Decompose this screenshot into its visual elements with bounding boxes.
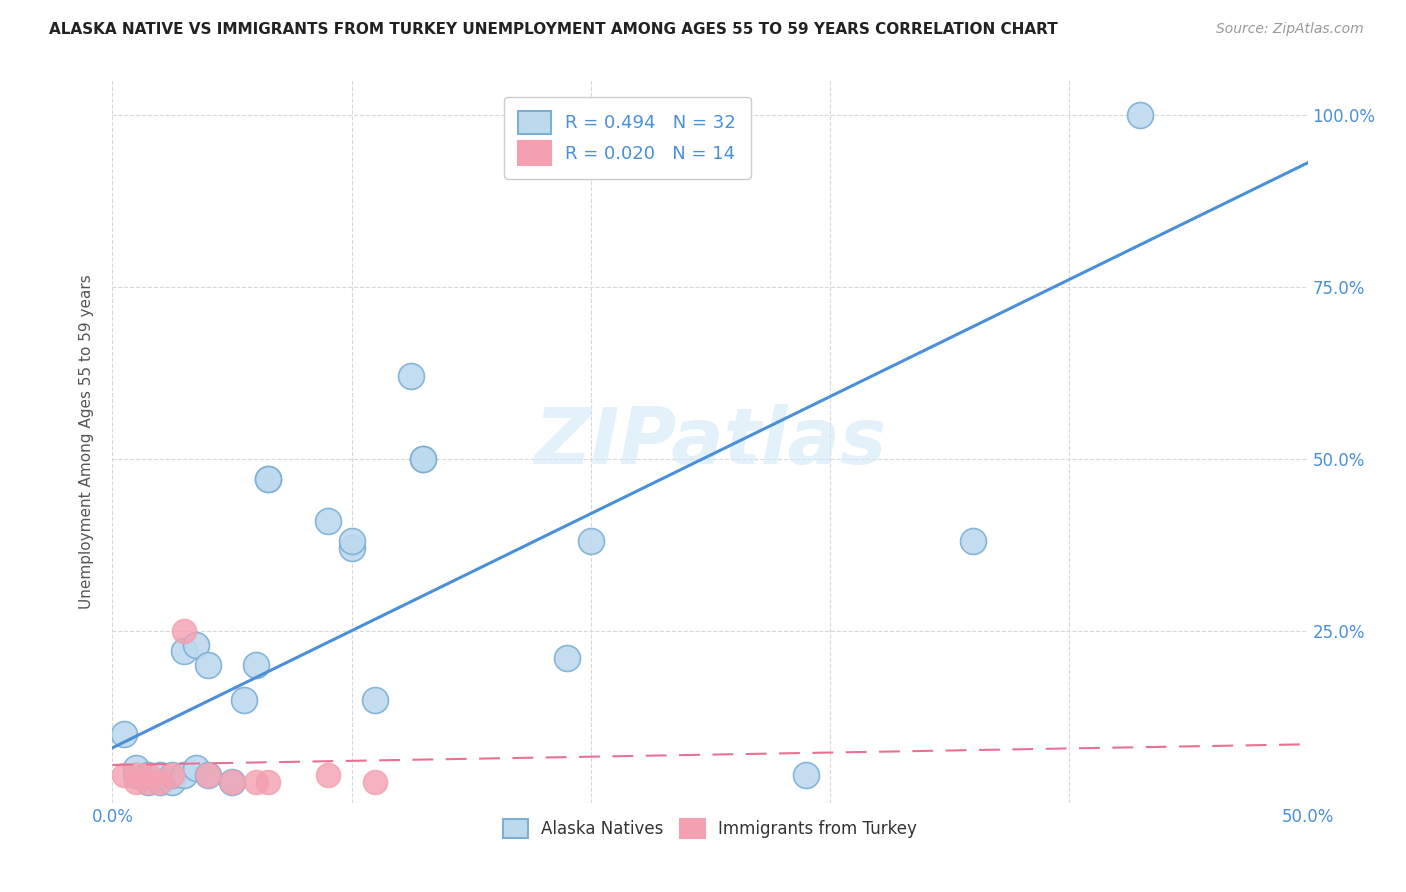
Point	[138, 775, 160, 789]
Point	[162, 775, 183, 789]
Point	[364, 775, 387, 789]
Point	[162, 768, 183, 782]
Point	[138, 775, 160, 789]
Point	[149, 768, 172, 782]
Point	[794, 768, 817, 782]
Point	[125, 761, 148, 775]
Point	[257, 775, 280, 789]
Point	[197, 658, 219, 673]
Point	[173, 624, 195, 638]
Point	[221, 775, 243, 789]
Point	[186, 761, 208, 775]
Point	[197, 768, 219, 782]
Point	[412, 451, 434, 466]
Point	[245, 775, 267, 789]
Point	[221, 775, 243, 789]
Point	[114, 768, 135, 782]
Point	[138, 768, 160, 782]
Point	[962, 534, 984, 549]
Point	[316, 768, 339, 782]
Point	[162, 768, 183, 782]
Point	[125, 775, 148, 789]
Legend: Alaska Natives, Immigrants from Turkey: Alaska Natives, Immigrants from Turkey	[496, 813, 924, 845]
Point	[401, 369, 423, 384]
Point	[138, 768, 160, 782]
Point	[173, 644, 195, 658]
Text: Source: ZipAtlas.com: Source: ZipAtlas.com	[1216, 22, 1364, 37]
Point	[233, 692, 256, 706]
Text: ALASKA NATIVE VS IMMIGRANTS FROM TURKEY UNEMPLOYMENT AMONG AGES 55 TO 59 YEARS C: ALASKA NATIVE VS IMMIGRANTS FROM TURKEY …	[49, 22, 1057, 37]
Point	[186, 638, 208, 652]
Point	[125, 768, 148, 782]
Point	[364, 692, 387, 706]
Text: ZIPatlas: ZIPatlas	[534, 403, 886, 480]
Point	[579, 534, 602, 549]
Point	[125, 768, 148, 782]
Point	[1129, 108, 1152, 122]
Point	[555, 651, 578, 665]
Point	[173, 768, 195, 782]
Point	[149, 775, 172, 789]
Point	[340, 534, 363, 549]
Point	[257, 472, 280, 486]
Y-axis label: Unemployment Among Ages 55 to 59 years: Unemployment Among Ages 55 to 59 years	[79, 274, 94, 609]
Point	[245, 658, 267, 673]
Point	[114, 727, 135, 741]
Point	[340, 541, 363, 556]
Point	[149, 775, 172, 789]
Point	[197, 768, 219, 782]
Point	[316, 514, 339, 528]
Point	[412, 451, 434, 466]
Point	[257, 472, 280, 486]
